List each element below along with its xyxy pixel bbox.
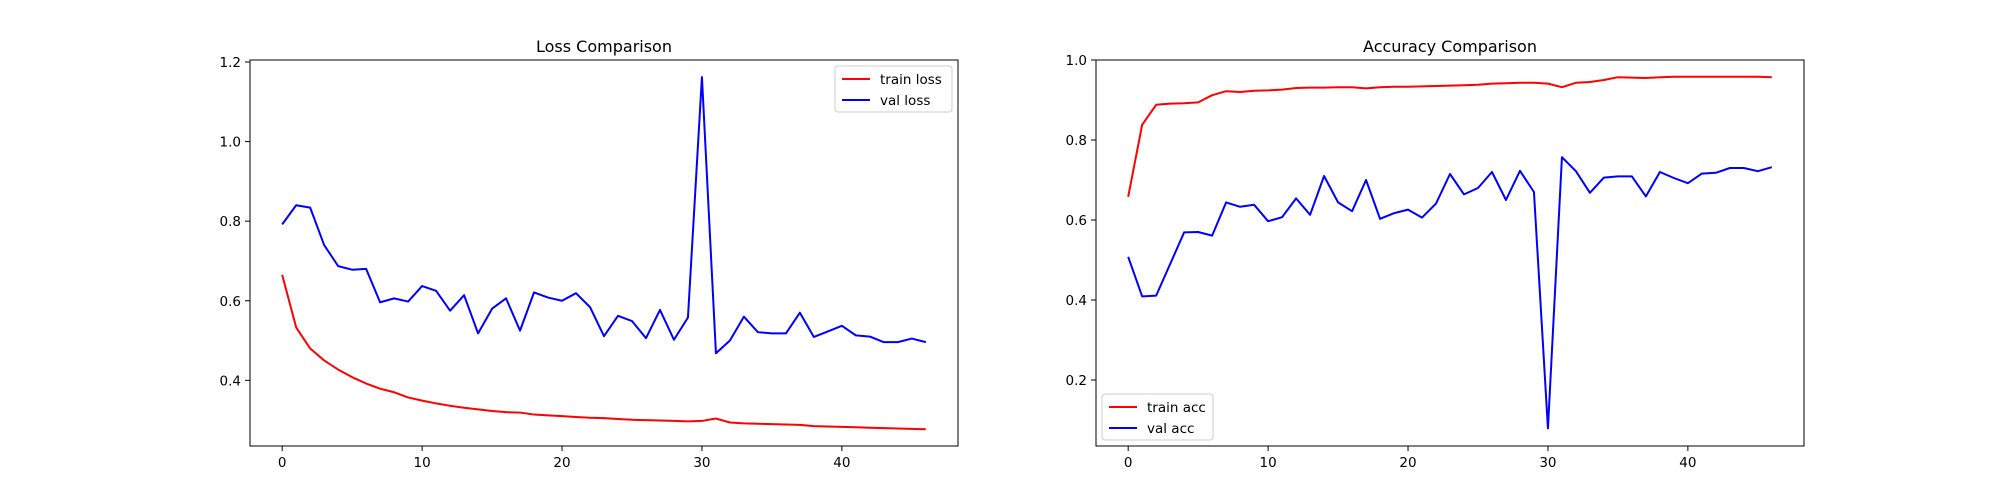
loss-chart-title: Loss Comparison bbox=[536, 37, 672, 56]
loss-y-tick-label: 0.4 bbox=[220, 373, 241, 389]
legend-label-train-acc: train acc bbox=[1147, 400, 1206, 416]
accuracy-y-tick-label: 0.8 bbox=[1066, 133, 1087, 149]
loss-legend: train loss val loss bbox=[834, 65, 953, 113]
loss-chart: Loss Comparison 0 10 20 30 40 0.4 0.6 0.8 1.0 1.2… bbox=[220, 37, 959, 471]
accuracy-ticks: 0 10 20 30 40 0.2 0.4 0.6 0.8 1.0 bbox=[1066, 53, 1697, 471]
accuracy-legend: train acc val acc bbox=[1101, 393, 1214, 441]
accuracy-chart-title: Accuracy Comparison bbox=[1363, 37, 1537, 56]
accuracy-x-tick-label: 30 bbox=[1539, 455, 1556, 471]
accuracy-plot-frame bbox=[1095, 59, 1805, 447]
accuracy-x-tick-label: 10 bbox=[1260, 455, 1277, 471]
legend-label-val-loss: val loss bbox=[880, 93, 930, 109]
legend-label-val-acc: val acc bbox=[1147, 421, 1194, 437]
accuracy-y-tick-label: 0.4 bbox=[1066, 293, 1087, 309]
loss-x-tick-label: 40 bbox=[833, 455, 850, 471]
loss-x-tick-label: 30 bbox=[693, 455, 710, 471]
loss-x-tick-label: 20 bbox=[553, 455, 570, 471]
accuracy-chart: Accuracy Comparison 0 10 20 30 40 0.2 0.4 0.6 0.… bbox=[1066, 37, 1805, 471]
series-line-val-loss bbox=[281, 76, 927, 355]
loss-plot-frame bbox=[249, 59, 959, 447]
accuracy-y-tick-label: 0.6 bbox=[1066, 213, 1087, 229]
accuracy-series bbox=[1127, 75, 1773, 430]
accuracy-y-tick-label: 0.2 bbox=[1066, 373, 1087, 389]
accuracy-x-tick-label: 40 bbox=[1679, 455, 1696, 471]
accuracy-x-tick-label: 0 bbox=[1124, 455, 1133, 471]
loss-series bbox=[281, 76, 927, 431]
loss-ticks: 0 10 20 30 40 0.4 0.6 0.8 1.0 1.2 bbox=[220, 55, 851, 471]
loss-x-tick-label: 10 bbox=[414, 455, 431, 471]
legend-label-train-loss: train loss bbox=[880, 72, 942, 88]
accuracy-x-tick-label: 20 bbox=[1399, 455, 1416, 471]
loss-y-tick-label: 0.6 bbox=[220, 294, 241, 310]
series-line-val-acc bbox=[1127, 156, 1773, 430]
loss-y-tick-label: 1.0 bbox=[220, 135, 241, 151]
loss-x-tick-label: 0 bbox=[278, 455, 287, 471]
series-line-train-loss bbox=[281, 274, 926, 431]
series-line-train-acc bbox=[1127, 75, 1772, 197]
loss-y-tick-label: 0.8 bbox=[220, 214, 241, 230]
accuracy-y-tick-label: 1.0 bbox=[1066, 53, 1087, 69]
loss-y-tick-label: 1.2 bbox=[220, 55, 241, 71]
